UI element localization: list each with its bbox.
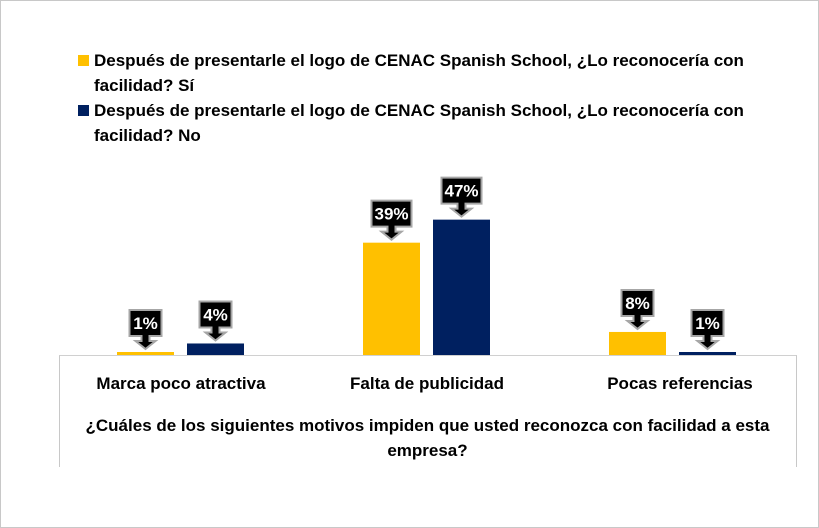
data-label-no-2: 1% bbox=[690, 309, 725, 351]
callout-arrow-shape bbox=[440, 176, 483, 218]
legend-item-si: Después de presentarle el logo de CENAC … bbox=[78, 48, 778, 98]
callout-arrow-shape bbox=[370, 199, 413, 241]
bar-no-1 bbox=[433, 219, 490, 355]
legend-label-no: Después de presentarle el logo de CENAC … bbox=[94, 101, 744, 145]
callout-arrow-shape bbox=[620, 288, 655, 331]
bar-si-2 bbox=[609, 331, 666, 355]
data-label-si-2: 8% bbox=[620, 288, 655, 331]
data-label-text: 47% bbox=[444, 182, 478, 201]
legend: Después de presentarle el logo de CENAC … bbox=[78, 48, 778, 148]
category-label-0: Marca poco atractiva bbox=[96, 374, 266, 393]
x-axis-title: ¿Cuáles de los siguientes motivos impide… bbox=[85, 416, 770, 460]
data-label-no-1: 47% bbox=[440, 176, 483, 218]
legend-swatch-si bbox=[78, 55, 89, 66]
bar-si-0 bbox=[117, 352, 174, 355]
callout-arrow-shape bbox=[690, 309, 725, 351]
bar-si-1 bbox=[363, 242, 420, 355]
legend-swatch-no bbox=[78, 105, 89, 116]
plot-axis-box bbox=[59, 355, 797, 467]
data-label-text: 4% bbox=[203, 305, 228, 324]
category-label-2: Pocas referencias bbox=[607, 374, 753, 393]
category-label-1: Falta de publicidad bbox=[350, 374, 504, 393]
data-label-text: 39% bbox=[374, 205, 408, 224]
callout-arrow-shape bbox=[128, 309, 163, 351]
data-label-text: 8% bbox=[625, 294, 650, 313]
data-label-si-0: 1% bbox=[128, 309, 163, 351]
data-label-text: 1% bbox=[695, 314, 720, 333]
legend-item-no: Después de presentarle el logo de CENAC … bbox=[78, 98, 778, 148]
bar-no-0 bbox=[187, 343, 244, 355]
data-label-no-0: 4% bbox=[198, 300, 233, 342]
data-label-si-1: 39% bbox=[370, 199, 413, 241]
bar-no-2 bbox=[679, 352, 736, 355]
callout-arrow-shape bbox=[198, 300, 233, 342]
legend-label-si: Después de presentarle el logo de CENAC … bbox=[94, 51, 744, 95]
data-label-text: 1% bbox=[133, 314, 158, 333]
